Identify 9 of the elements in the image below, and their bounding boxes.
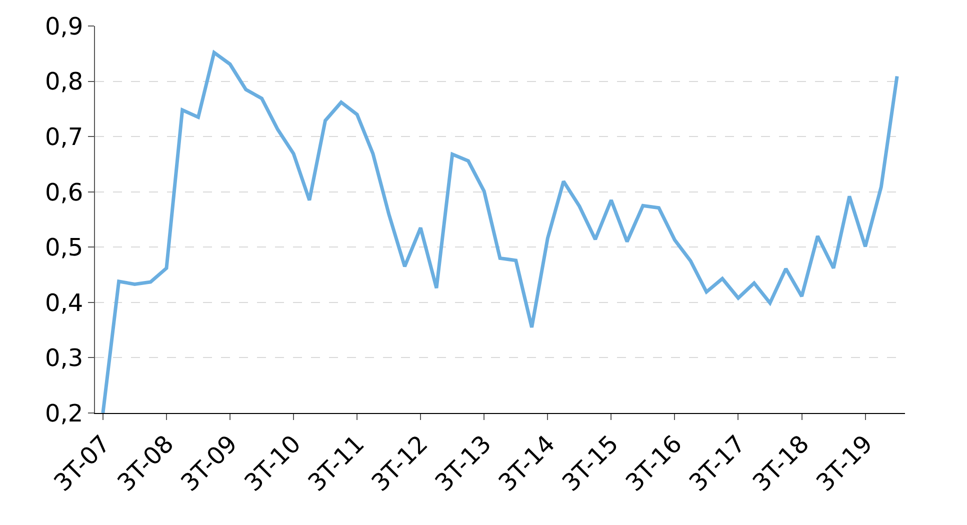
y-tick-label: 0,2 [45, 399, 84, 428]
y-tick-label: 0,9 [45, 12, 84, 40]
y-tick-label: 0,7 [45, 122, 84, 151]
line-series [101, 50, 899, 413]
y-tick-label: 0,4 [45, 288, 84, 317]
y-tick-label: 0,5 [45, 234, 84, 262]
y-tick-label: 0,3 [45, 344, 84, 372]
y-tick-label: 0,8 [45, 68, 84, 96]
y-tick-label: 0,6 [45, 178, 84, 206]
